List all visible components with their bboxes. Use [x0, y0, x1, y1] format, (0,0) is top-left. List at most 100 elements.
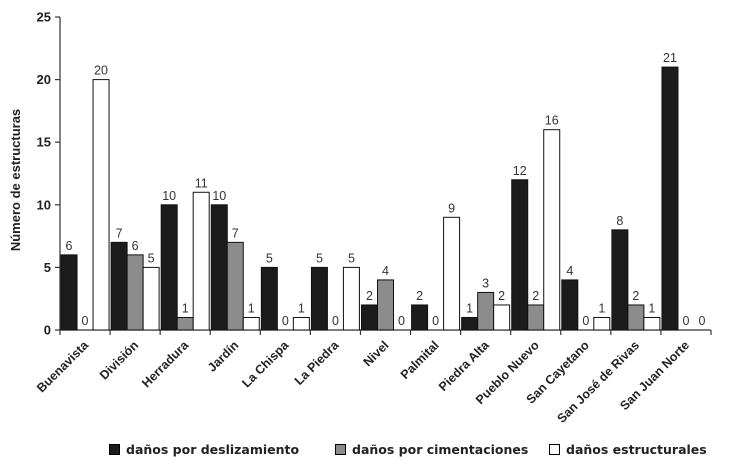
bar-value-label: 2 [498, 289, 505, 303]
bar-value-label: 10 [162, 189, 176, 203]
bar [511, 179, 529, 331]
bar-value-label: 1 [598, 301, 605, 315]
x-tick-label: Nivel [361, 338, 392, 369]
bar [477, 291, 495, 331]
bar-value-label: 2 [416, 289, 423, 303]
bar [310, 266, 328, 331]
bar [142, 266, 160, 331]
bar-value-label: 21 [663, 51, 677, 65]
bar-value-label: 8 [616, 214, 623, 228]
bar-value-label: 1 [648, 301, 655, 315]
legend: daños por deslizamiento daños por ciment… [0, 442, 756, 460]
bar-value-label: 4 [566, 264, 573, 278]
bar-value-label: 7 [116, 226, 123, 240]
bar-value-label: 1 [182, 301, 189, 315]
bar-value-label: 11 [195, 176, 208, 190]
y-tick-label: 15 [37, 135, 51, 150]
bar [342, 266, 360, 331]
bar [176, 316, 194, 331]
bar-value-label: 5 [348, 251, 355, 265]
bar [210, 204, 228, 331]
bar [192, 191, 210, 331]
bar [260, 266, 278, 331]
y-tick-label: 20 [37, 72, 51, 87]
bar-value-label: 0 [82, 314, 89, 328]
legend-label-estructurales: daños estructurales [566, 442, 707, 457]
value-labels: 6020765101111071501505240209132122164018… [66, 51, 706, 328]
legend-swatch-cimentaciones [335, 444, 346, 455]
y-tick-label: 25 [37, 10, 51, 25]
bar [643, 316, 661, 331]
bar-value-label: 0 [398, 314, 405, 328]
bar-value-label: 2 [632, 289, 639, 303]
x-tick-label: Buenavista [34, 337, 92, 395]
bar-value-label: 0 [682, 314, 689, 328]
bar-value-label: 6 [66, 239, 73, 253]
legend-swatch-deslizamiento [109, 444, 120, 455]
bar [60, 254, 78, 331]
legend-swatch-estructurales [549, 444, 560, 455]
bars [60, 66, 679, 331]
bar-value-label: 7 [232, 226, 239, 240]
legend-label-deslizamiento: daños por deslizamiento [126, 442, 300, 457]
bar-value-label: 0 [582, 314, 589, 328]
bar [361, 304, 378, 331]
legend-item-estructurales: daños estructurales [549, 442, 707, 457]
x-tick-label: Palmital [398, 338, 442, 382]
bar-value-label: 10 [212, 189, 226, 203]
y-tick-label: 0 [44, 323, 51, 338]
y-axis-title-group: Número de estructuras [8, 109, 23, 251]
y-axis-title: Número de estructuras [8, 109, 23, 251]
bar-value-label: 2 [366, 289, 373, 303]
bar-value-label: 6 [132, 239, 139, 253]
x-tick-label: La Chispa [239, 337, 292, 390]
bar [593, 316, 611, 331]
bar-value-label: 0 [432, 314, 439, 328]
bar-value-label: 1 [298, 301, 305, 315]
bar [411, 304, 429, 331]
bar-value-label: 9 [448, 201, 455, 215]
bar [611, 229, 629, 331]
bar-value-label: 1 [466, 301, 473, 315]
bar [110, 241, 128, 331]
bar-value-label: 4 [382, 264, 389, 278]
bar [377, 279, 394, 331]
bar-value-label: 12 [513, 164, 527, 178]
bar-value-label: 1 [248, 301, 255, 315]
bar [661, 66, 679, 331]
bar [160, 204, 178, 331]
bar [527, 304, 545, 331]
y-tick-label: 10 [37, 197, 51, 212]
bar [226, 241, 244, 331]
bar-value-label: 5 [316, 251, 323, 265]
bar-value-label: 20 [94, 64, 108, 78]
y-tick-label: 5 [44, 260, 51, 275]
bar-value-label: 5 [148, 251, 155, 265]
bar [443, 216, 461, 331]
bar [561, 279, 579, 331]
legend-item-deslizamiento: daños por deslizamiento [109, 442, 299, 457]
x-tick-label: Jardín [205, 338, 241, 374]
bar [292, 316, 310, 331]
bar-value-label: 3 [482, 276, 489, 290]
bar [92, 79, 110, 331]
bar-value-label: 0 [332, 314, 339, 328]
x-tick-label: División [97, 338, 141, 382]
bar [126, 254, 144, 331]
legend-label-cimentaciones: daños por cimentaciones [352, 442, 529, 457]
bar [242, 316, 260, 331]
bar-value-label: 2 [532, 289, 539, 303]
bar [543, 129, 561, 331]
x-tick-label: La Piedra [292, 337, 342, 387]
legend-item-cimentaciones: daños por cimentaciones [335, 442, 528, 457]
bar-value-label: 16 [545, 114, 559, 128]
bar-value-label: 0 [282, 314, 289, 328]
bar-value-label: 5 [266, 251, 273, 265]
bar [627, 304, 645, 331]
bar [461, 316, 479, 331]
bar-value-label: 0 [698, 314, 705, 328]
bar [493, 304, 511, 331]
x-tick-label: Herradura [139, 337, 192, 390]
